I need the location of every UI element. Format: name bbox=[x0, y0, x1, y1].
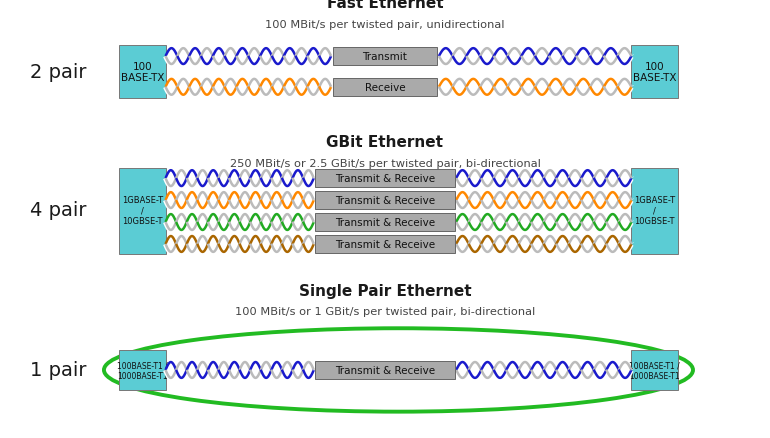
Text: Transmit: Transmit bbox=[363, 52, 407, 62]
Text: 100 MBit/s or 1 GBit/s per twisted pair, bi-directional: 100 MBit/s or 1 GBit/s per twisted pair,… bbox=[235, 307, 535, 317]
FancyBboxPatch shape bbox=[333, 78, 437, 97]
Text: Transmit & Receive: Transmit & Receive bbox=[335, 218, 435, 227]
Text: 100BASE-T1 /
1000BASE-T1: 100BASE-T1 / 1000BASE-T1 bbox=[117, 360, 168, 380]
Text: 1GBASE-T
/
10GBSE-T: 1GBASE-T / 10GBSE-T bbox=[122, 195, 163, 225]
FancyBboxPatch shape bbox=[631, 350, 678, 390]
Text: 1GBASE-T
/
10GBSE-T: 1GBASE-T / 10GBSE-T bbox=[634, 195, 675, 225]
FancyBboxPatch shape bbox=[631, 169, 678, 254]
Text: Transmit & Receive: Transmit & Receive bbox=[335, 196, 435, 205]
Text: Fast Ethernet: Fast Ethernet bbox=[326, 0, 444, 11]
Text: 100 MBit/s per twisted pair, unidirectional: 100 MBit/s per twisted pair, unidirectio… bbox=[265, 20, 505, 30]
Text: Receive: Receive bbox=[365, 83, 405, 92]
Text: Single Pair Ethernet: Single Pair Ethernet bbox=[299, 283, 471, 298]
FancyBboxPatch shape bbox=[316, 170, 454, 188]
Text: 100BASE-T1 /
1000BASE-T1: 100BASE-T1 / 1000BASE-T1 bbox=[629, 360, 680, 380]
Text: Transmit & Receive: Transmit & Receive bbox=[335, 365, 435, 375]
FancyBboxPatch shape bbox=[316, 213, 454, 232]
FancyBboxPatch shape bbox=[119, 46, 166, 99]
FancyBboxPatch shape bbox=[119, 169, 166, 254]
Text: 250 MBit/s or 2.5 GBit/s per twisted pair, bi-directional: 250 MBit/s or 2.5 GBit/s per twisted pai… bbox=[229, 159, 541, 169]
Text: 1 pair: 1 pair bbox=[29, 360, 86, 380]
FancyBboxPatch shape bbox=[631, 46, 678, 99]
FancyBboxPatch shape bbox=[316, 361, 454, 379]
Text: 100
BASE-TX: 100 BASE-TX bbox=[121, 61, 164, 83]
FancyBboxPatch shape bbox=[316, 235, 454, 254]
FancyBboxPatch shape bbox=[316, 191, 454, 210]
Text: 4 pair: 4 pair bbox=[29, 201, 86, 220]
Text: Transmit & Receive: Transmit & Receive bbox=[335, 174, 435, 184]
FancyBboxPatch shape bbox=[333, 48, 437, 66]
Text: 2 pair: 2 pair bbox=[29, 63, 86, 82]
FancyBboxPatch shape bbox=[119, 350, 166, 390]
Text: GBit Ethernet: GBit Ethernet bbox=[326, 135, 444, 150]
Text: 100
BASE-TX: 100 BASE-TX bbox=[633, 61, 676, 83]
Text: Transmit & Receive: Transmit & Receive bbox=[335, 240, 435, 249]
